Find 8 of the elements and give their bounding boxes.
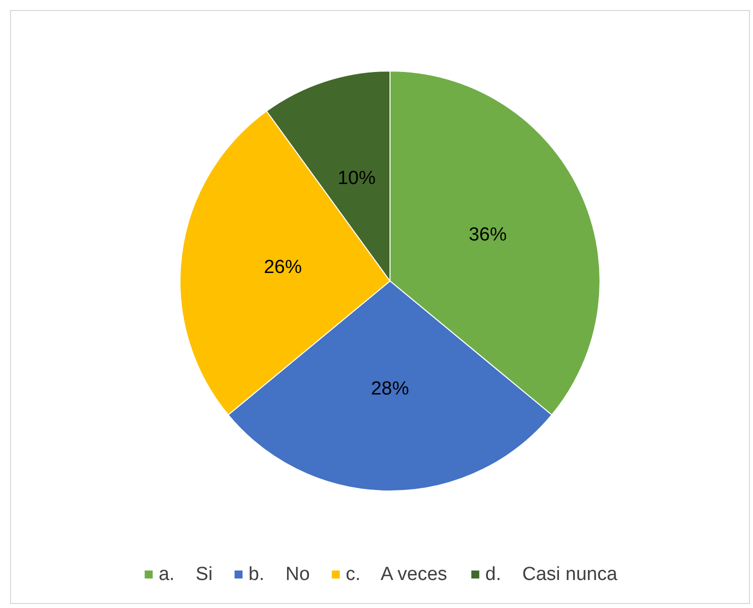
legend-label: c. A veces — [346, 564, 448, 585]
legend-label: d. Casi nunca — [485, 564, 618, 585]
legend-label: b. No — [248, 564, 310, 585]
data-label: 10% — [338, 168, 376, 189]
data-label: 26% — [264, 256, 302, 278]
data-label: 28% — [370, 378, 410, 400]
data-label: 36% — [468, 224, 507, 246]
legend-label: a. Si — [158, 564, 213, 585]
